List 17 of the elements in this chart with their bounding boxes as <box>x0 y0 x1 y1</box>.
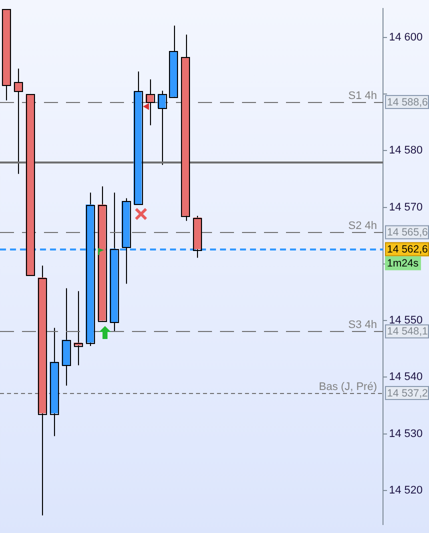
ref-line-label: S3 4h <box>348 319 377 332</box>
annotation: 14 562,6 <box>387 244 428 256</box>
y-tick-label: 14 570 <box>389 201 423 214</box>
annotation: 14 565,6 <box>387 226 428 239</box>
ref-line-label: S1 4h <box>348 90 377 102</box>
y-tick-label: 14 550 <box>389 314 423 327</box>
y-tick-label: 14 580 <box>389 144 423 157</box>
ref-line-label: Bas (J, Pré) <box>318 381 377 394</box>
ref-line-label: S2 4h <box>348 220 377 232</box>
y-tick-label: 14 520 <box>389 484 423 496</box>
annotation: 14 537,2 <box>387 387 428 400</box>
text: 1m24s <box>387 258 419 270</box>
y-tick-label: 14 600 <box>389 32 423 44</box>
y-tick-label: 14 530 <box>389 428 423 440</box>
annotation: 14 588,6 <box>387 96 428 108</box>
y-tick-label: 14 540 <box>389 371 423 384</box>
annotation: 14 548,1 <box>387 326 428 338</box>
